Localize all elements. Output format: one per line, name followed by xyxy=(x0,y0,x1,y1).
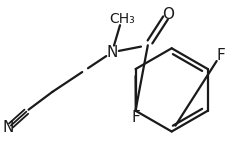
Text: N: N xyxy=(106,45,118,60)
Text: F: F xyxy=(132,110,140,125)
Text: N: N xyxy=(3,120,14,135)
Text: CH₃: CH₃ xyxy=(109,11,135,26)
Text: F: F xyxy=(216,48,225,63)
Text: O: O xyxy=(162,7,174,22)
